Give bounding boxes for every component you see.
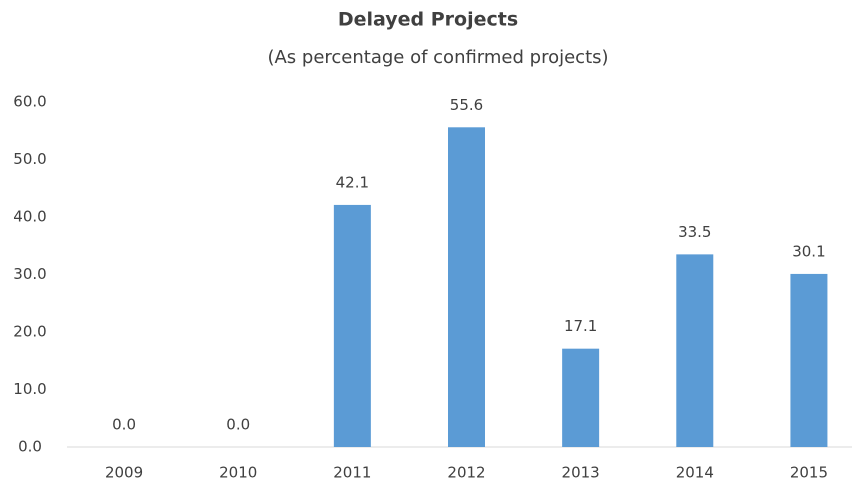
y-tick-label: 0.0 bbox=[18, 438, 42, 456]
value-label: 17.1 bbox=[564, 317, 597, 335]
y-tick-label: 60.0 bbox=[13, 93, 46, 111]
bar bbox=[333, 204, 371, 447]
x-tick-label: 2015 bbox=[790, 464, 828, 482]
bar bbox=[562, 348, 600, 447]
x-tick-label: 2012 bbox=[447, 464, 485, 482]
chart-subtitle: (As percentage of confirmed projects) bbox=[267, 47, 608, 68]
x-tick-label: 2013 bbox=[562, 464, 600, 482]
bar bbox=[676, 254, 714, 447]
value-label: 0.0 bbox=[226, 416, 250, 434]
x-tick-label: 2014 bbox=[676, 464, 714, 482]
y-tick-label: 10.0 bbox=[13, 380, 46, 398]
value-label: 0.0 bbox=[112, 416, 136, 434]
y-tick-label: 30.0 bbox=[13, 265, 46, 283]
chart-title: Delayed Projects bbox=[338, 9, 518, 31]
y-tick-label: 50.0 bbox=[13, 150, 46, 168]
value-label: 30.1 bbox=[792, 242, 825, 260]
x-tick-label: 2009 bbox=[105, 464, 143, 482]
x-tick-label: 2010 bbox=[219, 464, 257, 482]
y-tick-label: 40.0 bbox=[13, 208, 46, 226]
bar bbox=[448, 127, 485, 448]
x-tick-label: 2011 bbox=[333, 464, 371, 482]
value-label: 55.6 bbox=[450, 96, 483, 114]
y-tick-label: 20.0 bbox=[13, 323, 46, 341]
bar bbox=[790, 273, 828, 447]
value-label: 42.1 bbox=[336, 173, 369, 191]
value-label: 33.5 bbox=[678, 223, 711, 241]
